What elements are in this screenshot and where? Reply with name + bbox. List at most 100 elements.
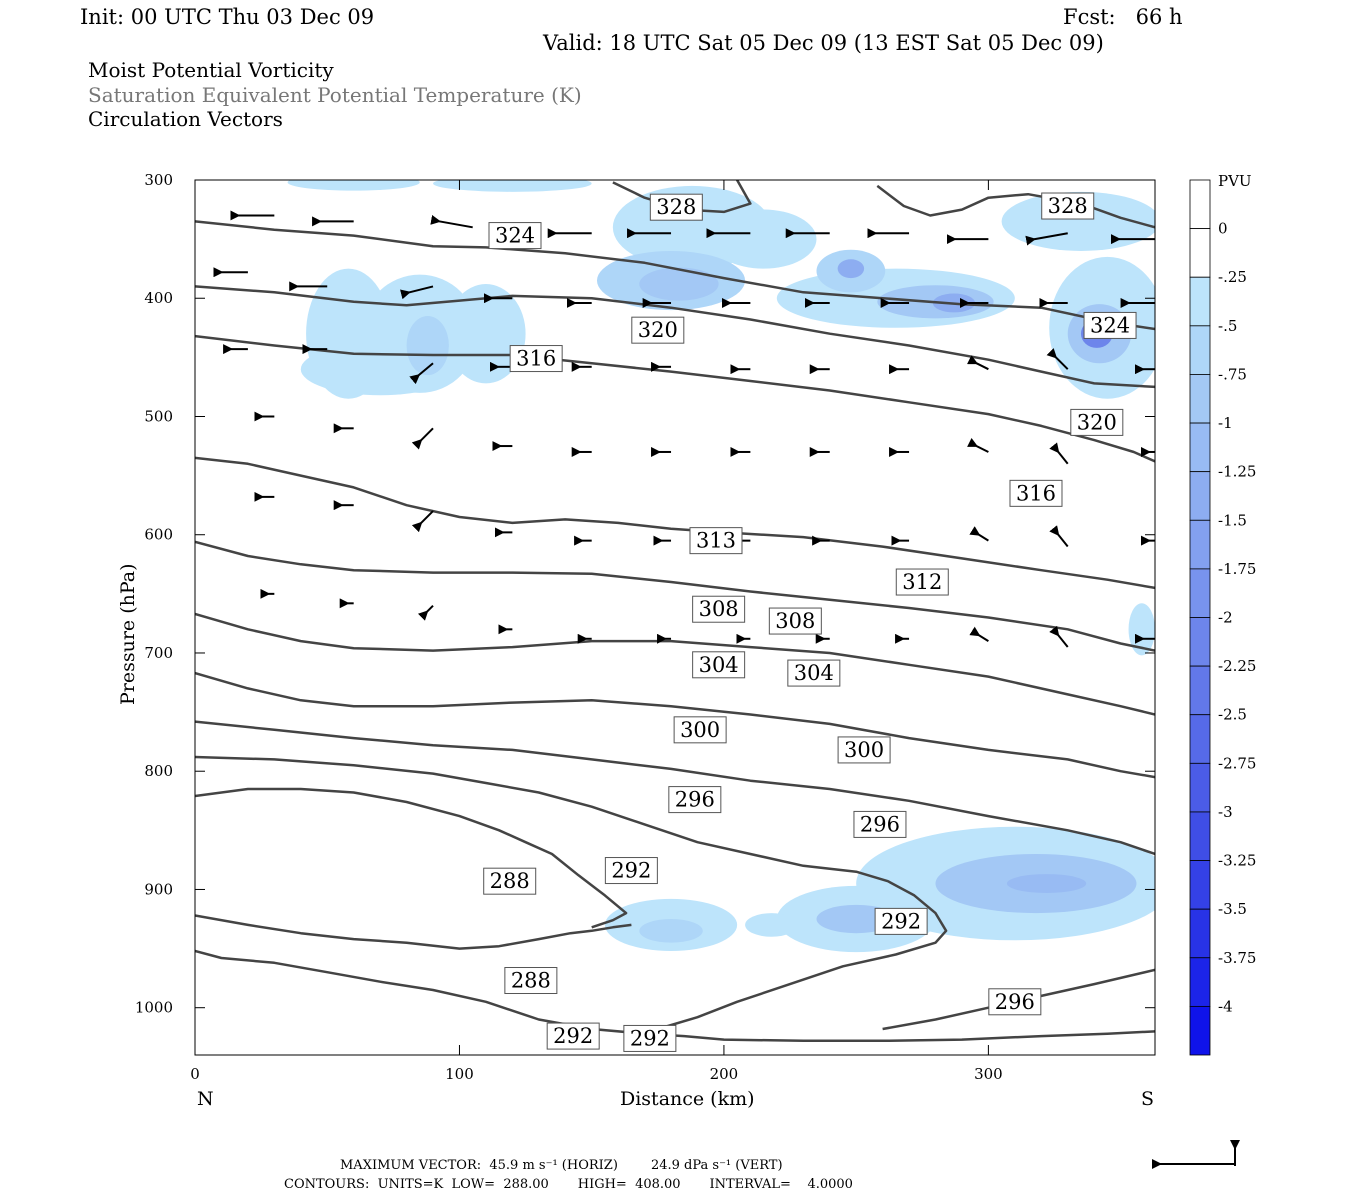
theta-contour-312-9 (195, 456, 1155, 590)
contour-label-23: 292 (881, 909, 921, 933)
colorbar-swatch-8 (1189, 568, 1211, 618)
contour-label-14: 328 (1048, 194, 1088, 218)
y-tick-label-1: 400 (144, 289, 173, 307)
circulation-vectors (213, 210, 1155, 648)
y-tick-label-2: 500 (144, 407, 173, 425)
colorbar-swatch-5 (1189, 422, 1211, 473)
contour-label-box-11 (504, 967, 558, 995)
contour-label-7: 300 (680, 718, 720, 742)
contour-label-box-10 (483, 867, 537, 895)
contour-info: CONTOURS: UNITS=K LOW= 288.00 HIGH= 408.… (284, 1177, 853, 1192)
x-axis: 0 100 200 300 (190, 180, 1003, 1083)
contour-label-10: 288 (490, 869, 530, 893)
colorbar-label-0: 0 (1218, 220, 1228, 238)
pv-shade-16 (406, 315, 449, 376)
contour-label-box-21 (837, 736, 891, 764)
vector-25 (409, 362, 434, 385)
contour-label-box-2 (631, 316, 685, 344)
colorbar-swatch-3 (1189, 325, 1211, 375)
y-tick-label-4: 700 (144, 644, 173, 662)
contour-label-9: 292 (611, 859, 651, 883)
field-title-pv: Moist Potential Vorticity (88, 58, 334, 82)
theta-contour-296-4 (195, 720, 1155, 856)
contour-label-box-19 (768, 607, 822, 635)
contour-label-3: 316 (516, 347, 556, 371)
colorbar-unit: PVU (1218, 172, 1252, 190)
contour-label-box-12 (546, 1022, 600, 1050)
contour-label-box-7 (673, 716, 727, 744)
colorbar-label-14: -3.5 (1218, 900, 1247, 918)
colorbar-swatch-13 (1189, 811, 1211, 861)
contour-label-box-23 (874, 907, 928, 935)
vector-37 (411, 427, 434, 450)
y-axis: 300 400 500 600 700 800 900 1000 (135, 171, 1155, 1017)
contour-label-box-13 (623, 1024, 677, 1052)
pv-shading (287, 180, 1155, 953)
contour-label-24: 296 (995, 990, 1035, 1014)
plot-frame (194, 179, 1156, 1056)
x-tick-label-3: 300 (974, 1065, 1003, 1083)
field-title-theta: Saturation Equivalent Potential Temperat… (88, 83, 582, 107)
colorbar-swatch-6 (1189, 471, 1211, 521)
pv-shade-27 (837, 259, 865, 279)
max-vector-note: MAXIMUM VECTOR: 45.9 m s⁻¹ (HORIZ) 24.9 … (340, 1158, 783, 1173)
pv-shade-2 (446, 284, 526, 384)
colorbar-swatch-15 (1189, 908, 1211, 959)
contour-label-19: 308 (775, 609, 815, 633)
contour-label-0: 328 (656, 195, 696, 219)
theta-contour-288-0 (195, 914, 632, 950)
colorbar-label-11: -2.75 (1218, 754, 1256, 772)
contour-label-2: 320 (638, 318, 678, 342)
colorbar-label-10: -2.5 (1218, 706, 1247, 724)
colorbar-swatch-12 (1189, 762, 1211, 813)
contour-label-1: 324 (495, 224, 535, 248)
colorbar-label-4: -1 (1218, 414, 1233, 432)
theta-contour-308-8 (195, 540, 1155, 652)
contour-label-box-20 (787, 659, 841, 687)
colorbar-label-15: -3.75 (1218, 949, 1256, 967)
contour-label-11: 288 (511, 969, 551, 993)
colorbar-label-6: -1.5 (1218, 511, 1247, 529)
colorbar-swatch-14 (1189, 860, 1211, 910)
colorbar-swatch-4 (1189, 374, 1211, 424)
vector-61 (417, 604, 434, 621)
y-axis-title: Pressure (hPa) (117, 563, 139, 705)
contour-label-box-3 (509, 345, 563, 373)
pv-shade-19 (639, 919, 703, 943)
contour-label-18: 312 (902, 570, 942, 594)
contour-label-16: 320 (1077, 410, 1117, 434)
y-tick-label-5: 800 (144, 762, 173, 780)
theta-contour-292-3 (195, 755, 948, 1031)
y-tick-label-0: 300 (144, 171, 173, 189)
contour-label-4: 313 (696, 529, 736, 553)
contour-labels: 328 324 320 316 313 308 304 300 296 292 288 288 292 2… (483, 192, 1137, 1052)
contour-label-box-1 (488, 222, 542, 250)
contour-label-box-15 (1083, 311, 1137, 339)
pv-shade-7 (710, 209, 817, 269)
y-tick-label-6: 900 (144, 880, 173, 898)
south-label: S (1141, 1088, 1154, 1110)
colorbar-label-2: -.5 (1218, 317, 1237, 335)
vector-13 (400, 285, 434, 300)
vector-33 (1046, 347, 1069, 370)
contour-label-22: 296 (860, 812, 900, 836)
colorbar-swatch-9 (1189, 617, 1211, 667)
contour-label-17: 316 (1016, 481, 1056, 505)
colorbar-swatch-17 (1189, 1005, 1211, 1056)
contour-label-box-0 (649, 193, 703, 221)
contour-label-box-8 (668, 786, 722, 814)
vector-57 (1049, 525, 1069, 548)
y-tick-label-7: 1000 (135, 999, 173, 1017)
contour-label-box-4 (689, 527, 743, 555)
vector-49 (411, 510, 434, 533)
contour-label-21: 300 (844, 738, 884, 762)
contour-label-13: 292 (630, 1026, 670, 1050)
pv-colorbar: 0 -.25 -.5 -.75 -1 -1.25 -1.5 -1.75 -2 -2.25 -2.5 -… (1189, 179, 1256, 1056)
theta-contour-328-14 (876, 184, 1155, 229)
vector-56 (969, 526, 989, 542)
reference-vector-icon (1152, 1140, 1240, 1169)
contour-label-box-16 (1070, 408, 1124, 436)
contour-label-box-9 (604, 857, 658, 885)
pv-shade-14 (745, 913, 798, 937)
